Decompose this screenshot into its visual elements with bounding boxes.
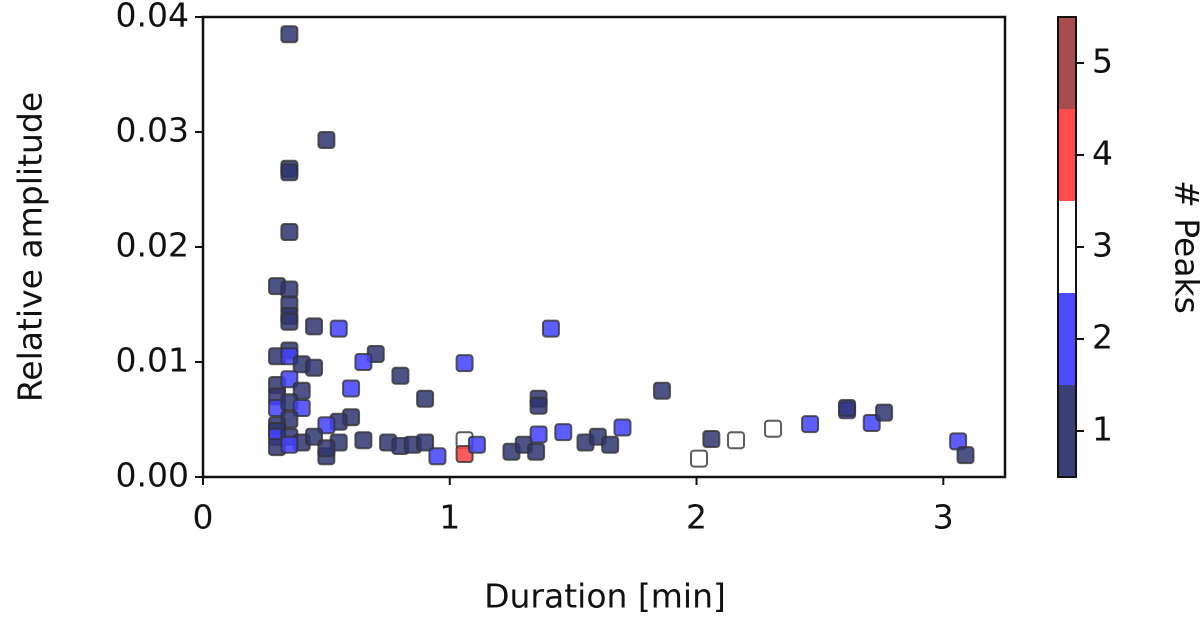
point [455, 354, 474, 373]
colorbar-tick-label: 4 [1092, 134, 1113, 173]
x-tick-label: 1 [439, 498, 460, 537]
colorbar-segment [1058, 17, 1076, 109]
point [280, 25, 299, 44]
plot-frame [201, 15, 1007, 479]
point [305, 317, 324, 336]
point [280, 223, 299, 242]
point [801, 415, 820, 434]
colorbar-tick-label: 3 [1092, 226, 1113, 265]
colorbar-segment [1058, 385, 1076, 477]
point [280, 280, 299, 299]
point [702, 430, 721, 449]
point [529, 425, 548, 444]
point [956, 446, 975, 465]
colorbar-segment [1058, 109, 1076, 201]
point [354, 353, 373, 371]
point [305, 358, 324, 377]
y-tick-label: 0.04 [116, 0, 189, 35]
y-tick-label: 0.02 [116, 226, 189, 265]
point [280, 312, 299, 331]
point [875, 403, 894, 422]
colorbar-tick-label: 2 [1092, 318, 1113, 357]
y-tick-label: 0.00 [116, 456, 189, 495]
point [727, 431, 746, 450]
point [467, 435, 486, 454]
point [342, 379, 361, 398]
point [391, 366, 410, 385]
point [613, 418, 632, 437]
colorbar-segment [1058, 293, 1076, 385]
point [554, 423, 573, 442]
x-axis-label: Duration [min] [484, 577, 726, 616]
colorbar-tick-label: 5 [1092, 42, 1113, 81]
point [541, 319, 560, 338]
x-tick-label: 2 [686, 498, 707, 537]
point [601, 435, 620, 454]
point [527, 442, 546, 461]
x-tick-label: 3 [933, 498, 954, 537]
x-tick-label: 0 [193, 498, 214, 537]
point [529, 396, 548, 415]
colorbar-segment [1058, 201, 1076, 293]
y-axis-label: Relative amplitude [11, 92, 50, 402]
point [317, 439, 336, 458]
colorbar-tick-label: 1 [1092, 410, 1113, 449]
point [838, 399, 857, 417]
point [317, 131, 336, 150]
y-tick-label: 0.01 [116, 341, 189, 380]
point [416, 389, 435, 408]
point [764, 419, 783, 438]
point [652, 381, 671, 400]
point [690, 449, 709, 468]
point [280, 163, 299, 182]
point [280, 435, 299, 454]
y-tick-label: 0.03 [116, 111, 189, 150]
point [354, 431, 373, 450]
point [329, 319, 348, 338]
colorbar-label: # Peaks [1168, 180, 1200, 314]
point [428, 447, 447, 466]
point [416, 433, 435, 452]
